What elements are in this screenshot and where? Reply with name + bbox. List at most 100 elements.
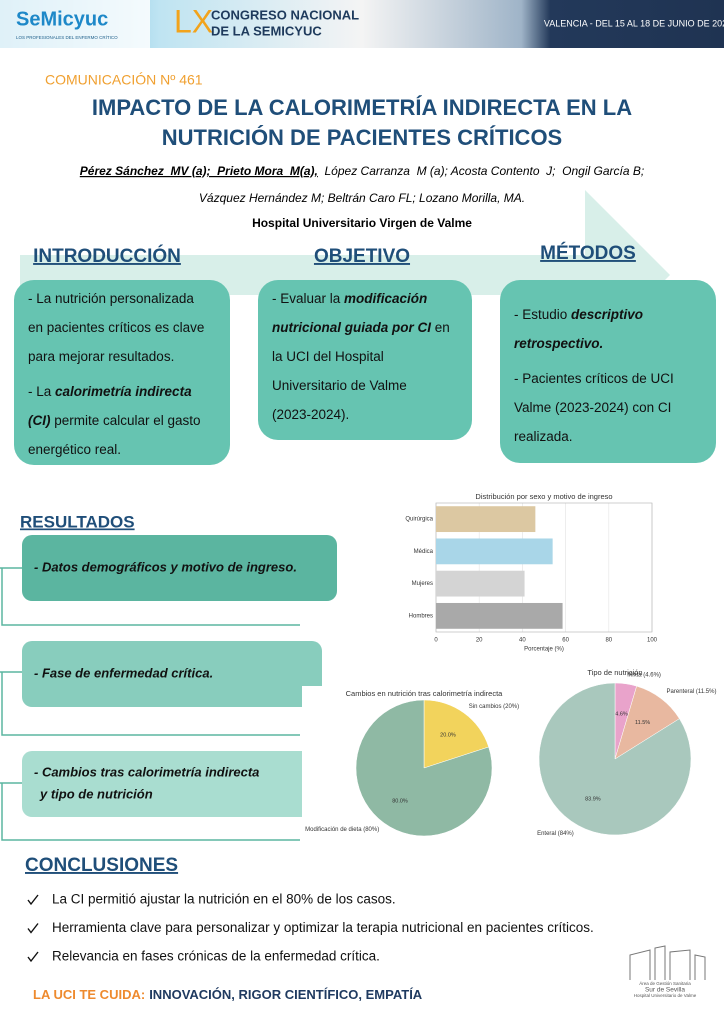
text-line: Vázquez Hernández M; Beltrán Caro FL; Lo…: [199, 191, 525, 205]
section-heading: OBJETIVO: [314, 246, 410, 267]
text-segment: Valme (2023-2024) con CI: [514, 400, 671, 415]
text-line: realizada.: [514, 429, 573, 444]
text-segment: permite calcular el gasto: [51, 413, 201, 428]
section-heading: MÉTODOS: [540, 242, 636, 264]
x-tick-label: 20: [476, 638, 483, 644]
text-segment: nutricional guiada por CI: [272, 320, 431, 335]
text-line: - La calorimetría indirecta: [28, 384, 192, 399]
section-heading: RESULTADOS: [20, 512, 135, 531]
text-segment: López Carranza M (a); Acosta Contento J;…: [318, 164, 644, 178]
hospital-logo-text: Área de Gestión Sanitaria: [639, 980, 691, 986]
text-segment: para mejorar resultados.: [28, 349, 174, 364]
pie-value-label: 83.9%: [585, 796, 601, 802]
x-tick-label: 80: [605, 638, 612, 644]
bar: [436, 570, 525, 597]
result-box: [22, 751, 322, 817]
text-segment: - La nutrición personalizada: [28, 291, 194, 306]
hospital-logo: [629, 945, 706, 980]
pie-slice: [538, 682, 692, 836]
text-segment: en: [431, 320, 450, 335]
result-text: - Datos demográficos y motivo de ingreso…: [34, 559, 297, 574]
check-icon: [27, 951, 39, 963]
bar: [436, 538, 553, 565]
result-text: y tipo de nutrición: [39, 786, 153, 801]
x-tick-label: 0: [434, 638, 438, 644]
section-heading: INTRODUCCIÓN: [33, 245, 181, 267]
motto-lead: LA UCI TE CUIDA:: [33, 987, 145, 1002]
text-line: en pacientes críticos es clave: [28, 320, 204, 335]
section-box: [500, 280, 716, 463]
text-line: Pérez Sánchez MV (a); Prieto Mora M(a), …: [80, 164, 644, 178]
pie-value-label: 4.6%: [615, 711, 628, 717]
title: IMPACTO DE LA CALORIMETRÍA INDIRECTA EN …: [92, 95, 632, 120]
x-tick-label: 60: [562, 638, 569, 644]
text-line: (2023-2024).: [272, 407, 349, 422]
bar: [436, 506, 536, 533]
text-line: para mejorar resultados.: [28, 349, 174, 364]
result-box: [22, 641, 322, 707]
x-tick-label: 40: [519, 638, 526, 644]
plot-frame: [435, 502, 653, 633]
text-line: Valme (2023-2024) con CI: [514, 400, 671, 415]
text-segment: descriptivo: [571, 307, 643, 322]
logo: SeMicyuc: [16, 8, 108, 30]
pie-slice: [423, 699, 489, 769]
result-box: [22, 535, 337, 601]
pie-label: Enteral (84%): [537, 831, 574, 837]
text-segment: (CI): [28, 413, 51, 428]
y-tick-label: Hombres: [409, 613, 433, 619]
text-line: Universitario de Valme: [272, 378, 407, 393]
footer-motto: LA UCI TE CUIDA: INNOVACIÓN, RIGOR CIENTÍ…: [33, 987, 423, 1002]
affiliation: Hospital Universitario Virgen de Valme: [252, 216, 472, 230]
y-tick-label: Médica: [414, 549, 434, 555]
text-line: nutricional guiada por CI en: [272, 320, 450, 335]
title: NUTRICIÓN DE PACIENTES CRÍTICOS: [162, 125, 563, 150]
text-segment: en pacientes críticos es clave: [28, 320, 204, 335]
venue: VALENCIA - DEL 15 AL 18 DE JUNIO DE 2025: [544, 18, 724, 28]
x-axis-label: Porcentaje (%): [524, 647, 564, 653]
result-text: - Cambios tras calorimetría indirecta: [34, 764, 259, 779]
conclusion-item: Herramienta clave para personalizar y op…: [52, 920, 594, 935]
x-tick-label: 100: [647, 638, 658, 644]
check-icon: [27, 894, 39, 906]
pie-label: Modificación de dieta (80%): [305, 827, 379, 833]
text-segment: calorimetría indirecta: [55, 384, 192, 399]
pie-value-label: 11.5%: [635, 720, 650, 726]
section-box: [258, 280, 472, 440]
pie-label: Sin cambios (20%): [469, 704, 519, 710]
text-segment: realizada.: [514, 429, 573, 444]
text-segment: - Evaluar la: [272, 291, 344, 306]
text-segment: energético real.: [28, 442, 121, 457]
pie-slice: [355, 699, 493, 837]
section-heading: CONCLUSIONES: [25, 855, 178, 876]
y-tick-label: Mujeres: [412, 581, 433, 587]
text-segment: retrospectivo.: [514, 336, 603, 351]
text-segment: (2023-2024).: [272, 407, 349, 422]
chart-title: Tipo de nutrición: [587, 668, 642, 677]
pie-value-label: 80.0%: [392, 798, 408, 804]
pie-value-label: 20.0%: [440, 732, 456, 738]
hospital-logo-text: Sur de Sevilla: [645, 987, 685, 994]
text-segment: - Estudio: [514, 307, 571, 322]
text-line: energético real.: [28, 442, 121, 457]
text-segment: Universitario de Valme: [272, 378, 407, 393]
pie-label: Mixta (4.6%): [627, 672, 661, 678]
text-segment: modificación: [344, 291, 427, 306]
text-line: - Pacientes críticos de UCI: [514, 371, 674, 386]
text-line: - Evaluar la modificación: [272, 291, 427, 306]
text-line: (CI) permite calcular el gasto: [28, 413, 201, 428]
logo-bg: [0, 0, 150, 48]
hospital-logo-text: Hospital Universitario de Valme: [634, 993, 697, 998]
congress-line: CONGRESO NACIONAL: [211, 7, 359, 22]
y-tick-label: Quirúrgica: [405, 517, 433, 523]
chart-title: Distribución por sexo y motivo de ingres…: [475, 492, 612, 501]
motto-values: INNOVACIÓN, RIGOR CIENTÍFICO, EMPATÍA: [149, 987, 423, 1002]
congress-line: DE LA SEMICYUC: [211, 23, 322, 38]
text-segment: Vázquez Hernández M; Beltrán Caro FL; Lo…: [199, 191, 525, 205]
conclusion-item: Relevancia en fases crónicas de la enfer…: [52, 949, 380, 964]
text-line: retrospectivo.: [514, 336, 603, 351]
arrow-band: [20, 190, 670, 360]
congress-number: LX: [174, 3, 213, 39]
text-segment: - La: [28, 384, 55, 399]
